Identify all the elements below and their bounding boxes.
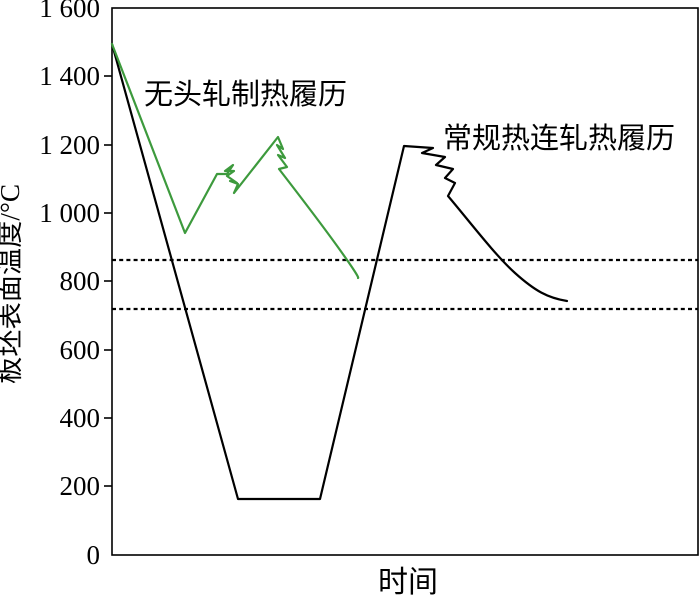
svg-text:1 000: 1 000: [39, 198, 100, 228]
svg-text:600: 600: [60, 335, 101, 365]
svg-text:800: 800: [60, 266, 101, 296]
svg-text:1 600: 1 600: [39, 0, 100, 23]
svg-text:0: 0: [87, 540, 101, 570]
svg-text:1 400: 1 400: [39, 61, 100, 91]
svg-text:板坯表面温度/°C: 板坯表面温度/°C: [0, 184, 25, 384]
svg-text:400: 400: [60, 403, 101, 433]
svg-text:时间: 时间: [378, 566, 438, 596]
svg-text:常规热连轧热履历: 常规热连轧热履历: [443, 122, 675, 155]
svg-text:1 200: 1 200: [39, 130, 100, 160]
svg-text:无头轧制热履历: 无头轧制热履历: [144, 78, 347, 111]
svg-text:200: 200: [60, 471, 101, 501]
